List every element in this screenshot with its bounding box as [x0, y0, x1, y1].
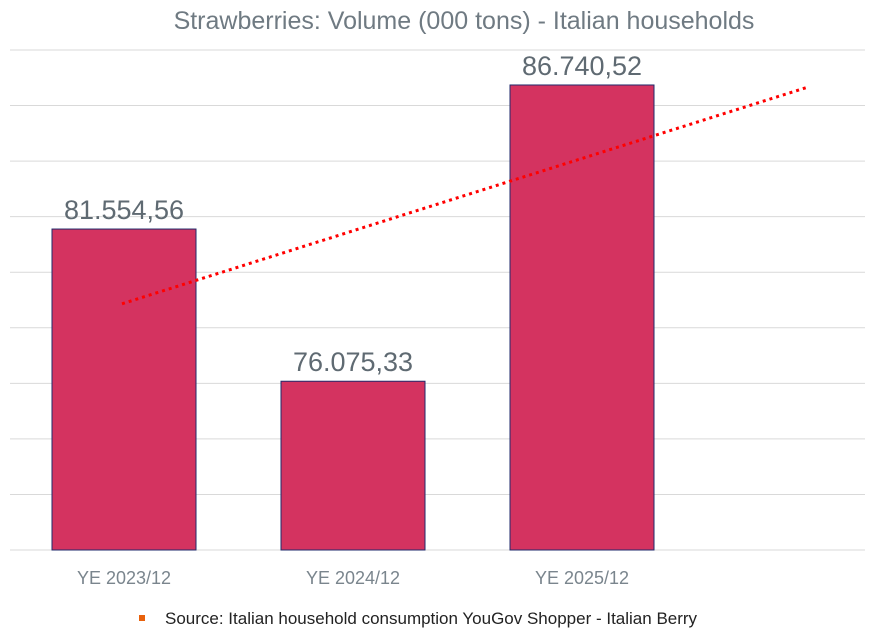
data-label: 81.554,56 [64, 195, 184, 225]
data-label: 86.740,52 [522, 51, 642, 81]
data-labels: 81.554,56 76.075,33 86.740,52 [64, 51, 642, 377]
bar [51, 228, 197, 551]
x-tick-label: YE 2025/12 [535, 568, 629, 588]
legend: Source: Italian household consumption Yo… [139, 609, 698, 628]
data-label: 76.075,33 [293, 347, 413, 377]
x-tick-label: YE 2023/12 [77, 568, 171, 588]
bar [509, 84, 655, 551]
x-tick-label: YE 2024/12 [306, 568, 400, 588]
bars [51, 84, 655, 551]
chart-title: Strawberries: Volume (000 tons) - Italia… [174, 7, 755, 35]
x-axis-ticks: YE 2023/12 YE 2024/12 YE 2025/12 [77, 568, 629, 588]
trendline-line [121, 86, 807, 306]
legend-marker [139, 615, 145, 621]
bar [280, 380, 426, 551]
trendline [121, 86, 807, 306]
legend-source-text: Source: Italian household consumption Yo… [165, 609, 698, 628]
